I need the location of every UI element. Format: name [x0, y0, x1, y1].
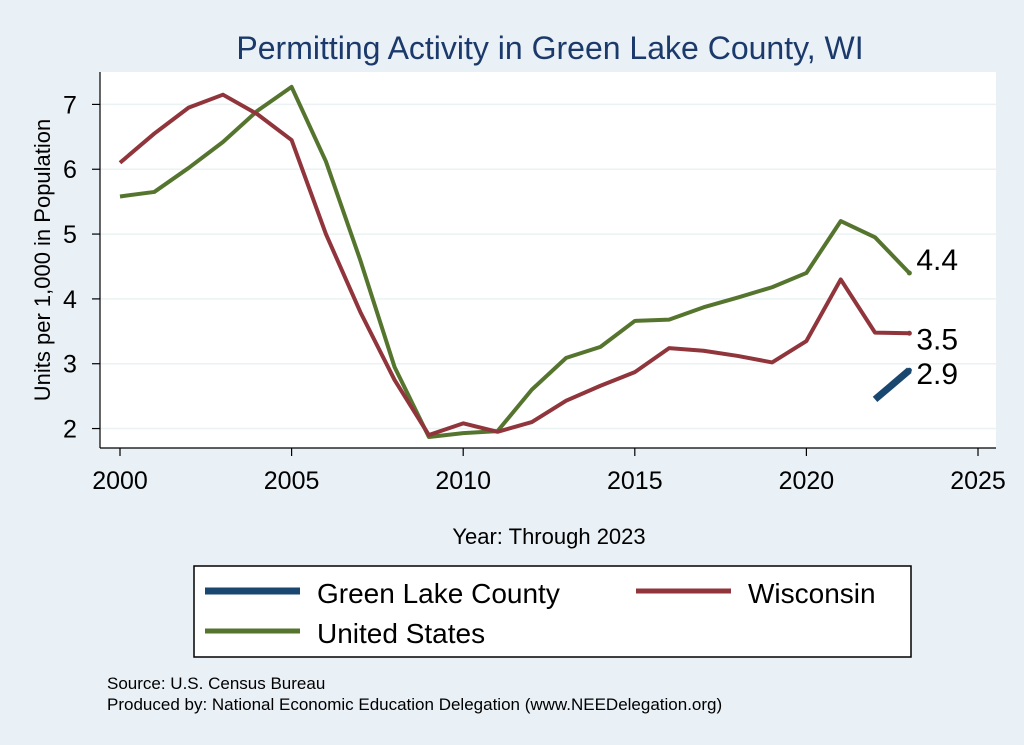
- legend: Green Lake County Wisconsin United States: [205, 578, 876, 649]
- y-axis-label: Units per 1,000 in Population: [30, 119, 55, 402]
- x-tick-label: 2025: [950, 467, 1006, 495]
- chart-title: Permitting Activity in Green Lake County…: [236, 30, 863, 66]
- series-line-united-states: [119, 84, 911, 439]
- axes: 2 3 4 5 6 7 2000 2005 2010 2015 2020 2025: [63, 72, 1006, 495]
- series-lines: [118, 84, 912, 439]
- end-labels: 4.4 3.52.9: [916, 244, 958, 391]
- legend-label: Wisconsin: [748, 578, 876, 609]
- x-tick-label: 2015: [607, 467, 663, 495]
- y-tick-label: 7: [63, 91, 77, 119]
- series-end-marker: [906, 270, 912, 276]
- y-tick-label: 5: [63, 221, 77, 249]
- series-end-marker: [906, 330, 912, 336]
- legend-box: [193, 565, 912, 658]
- series-end-marker: [906, 367, 912, 373]
- end-value-label: 4.4: [916, 244, 958, 277]
- legend-label: Green Lake County: [317, 578, 560, 609]
- legend-label: United States: [317, 618, 485, 649]
- series-line-green-lake-county: [872, 367, 912, 403]
- y-tick-label: 4: [63, 286, 77, 314]
- grid-lines: [100, 103, 996, 430]
- x-axis-label: Year: Through 2023: [452, 524, 645, 549]
- producer-note: Produced by: National Economic Education…: [107, 695, 722, 714]
- y-tick-label: 3: [63, 351, 77, 379]
- end-value-label: 2.9: [916, 358, 958, 391]
- x-tick-label: 2005: [264, 467, 320, 495]
- y-tick-label: 2: [63, 416, 77, 444]
- x-tick-label: 2000: [92, 467, 148, 495]
- source-note: Source: U.S. Census Bureau: [107, 674, 325, 693]
- series-line-wisconsin: [118, 92, 910, 438]
- end-value-label: 3.5: [916, 323, 958, 356]
- plot-area: [100, 72, 996, 448]
- y-tick-label: 6: [63, 156, 77, 184]
- x-tick-label: 2020: [779, 467, 835, 495]
- x-tick-label: 2010: [435, 467, 491, 495]
